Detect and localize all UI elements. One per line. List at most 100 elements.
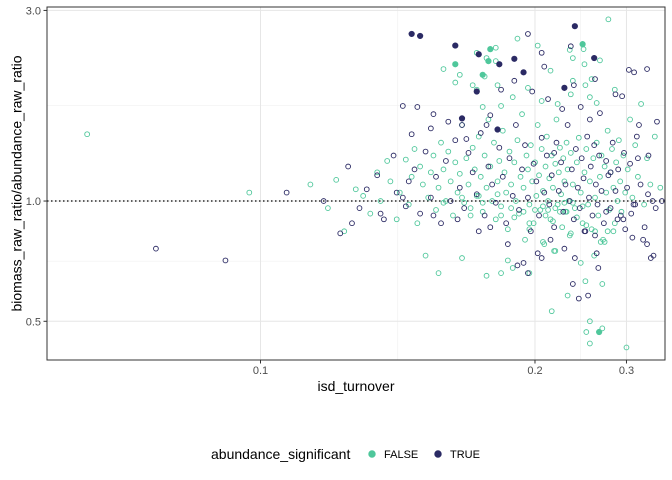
data-point-true	[222, 257, 229, 264]
data-point-true	[592, 76, 598, 82]
data-point-true	[536, 212, 542, 219]
data-point-true	[627, 160, 633, 167]
data-point-true	[635, 155, 641, 162]
data-point-true	[506, 155, 513, 162]
data-point-false	[611, 220, 618, 227]
data-point-false	[563, 139, 570, 146]
data-point-false	[609, 146, 615, 152]
data-point-true	[519, 166, 525, 173]
data-point-false	[537, 207, 544, 213]
data-point-false	[587, 178, 593, 185]
data-point-false	[465, 181, 472, 188]
data-point-false	[452, 79, 459, 86]
data-point-false	[517, 173, 524, 180]
data-point-false	[440, 66, 447, 72]
data-point-true	[640, 236, 646, 243]
x-tick-label: 0.2	[527, 365, 542, 377]
data-point-false	[433, 207, 439, 213]
data-point-false	[494, 82, 501, 89]
data-point-false	[479, 199, 486, 206]
data-point-true	[576, 205, 583, 211]
data-point-true	[564, 122, 571, 128]
data-point-false	[532, 207, 538, 213]
data-point-false	[360, 193, 366, 199]
data-point-false	[494, 191, 501, 198]
data-point-true	[458, 115, 466, 122]
data-point-true	[494, 126, 501, 133]
data-point-false	[538, 98, 545, 104]
data-point-false	[408, 173, 415, 180]
data-point-true	[645, 191, 651, 198]
data-point-false	[530, 220, 537, 227]
data-point-false	[542, 163, 549, 170]
data-point-false	[614, 198, 621, 204]
data-point-true	[568, 166, 575, 173]
data-point-false	[452, 61, 459, 68]
data-point-false	[613, 159, 620, 166]
data-point-false	[492, 58, 499, 64]
data-point-false	[577, 189, 584, 196]
data-point-true	[596, 152, 602, 159]
data-point-false	[559, 224, 566, 231]
data-point-true	[516, 207, 522, 213]
data-point-false	[527, 142, 534, 149]
data-point-false	[307, 181, 314, 188]
data-point-true	[477, 130, 484, 136]
data-point-true	[633, 133, 640, 140]
data-point-true	[592, 232, 598, 239]
data-point-false	[581, 61, 588, 68]
data-point-false	[402, 156, 409, 163]
data-point-false	[635, 173, 641, 180]
data-point-true	[645, 152, 652, 159]
data-point-true	[447, 198, 454, 204]
data-point-false	[520, 184, 527, 191]
data-point-true	[428, 194, 434, 201]
data-point-true	[456, 184, 463, 191]
data-point-true	[529, 88, 536, 95]
panel-border	[46, 6, 666, 361]
data-point-false	[629, 194, 636, 201]
data-point-false	[542, 212, 549, 219]
data-point-true	[607, 205, 614, 211]
data-point-false	[511, 214, 518, 221]
data-point-true	[283, 189, 290, 196]
data-point-false	[533, 193, 540, 199]
data-point-true	[538, 49, 545, 56]
data-point-true	[597, 110, 603, 116]
data-point-false	[367, 210, 374, 217]
data-point-true	[538, 255, 545, 261]
data-point-true	[337, 230, 344, 237]
data-point-false	[387, 178, 394, 185]
data-point-false	[456, 170, 463, 177]
data-point-true	[445, 118, 452, 125]
data-point-true	[546, 201, 553, 208]
data-point-false	[540, 239, 546, 245]
data-point-true	[411, 166, 418, 173]
data-point-true	[566, 198, 573, 204]
data-point-false	[543, 133, 550, 140]
data-point-true	[485, 163, 492, 170]
data-point-false	[522, 236, 528, 243]
data-point-false	[384, 158, 391, 164]
data-point-true	[584, 133, 591, 140]
data-point-true	[571, 82, 577, 89]
data-point-false	[519, 111, 525, 118]
data-point-false	[605, 16, 612, 23]
data-point-false	[599, 281, 606, 287]
data-point-false	[538, 146, 545, 152]
data-point-true	[617, 212, 624, 219]
data-point-false	[405, 201, 412, 208]
data-point-true	[522, 142, 528, 149]
data-point-false	[473, 193, 480, 199]
data-point-false	[483, 184, 490, 191]
data-point-true	[492, 199, 499, 206]
data-point-false	[513, 198, 519, 204]
data-point-true	[525, 194, 531, 201]
data-point-false	[526, 201, 533, 208]
data-point-false	[461, 199, 468, 206]
data-point-true	[473, 88, 480, 95]
axis-ticks	[43, 9, 627, 364]
data-point-false	[583, 222, 590, 229]
data-point-false	[599, 325, 606, 332]
